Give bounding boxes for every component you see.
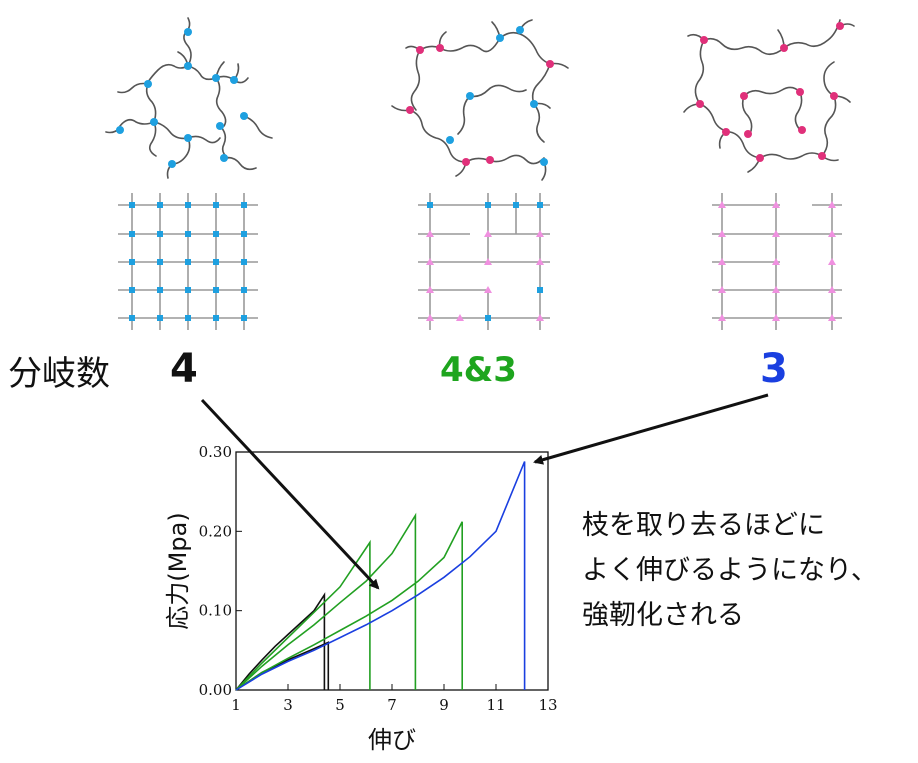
x-tick-label: 13 xyxy=(538,696,557,714)
arrow-four-to-curve xyxy=(200,398,380,590)
series-line-1 xyxy=(235,592,326,691)
x-tick-label: 5 xyxy=(335,696,345,714)
lattice-node xyxy=(185,231,191,237)
lattice-four-arm xyxy=(118,193,258,330)
lattice-node xyxy=(157,315,163,321)
series-line-4 xyxy=(235,512,417,691)
note-line-1: 枝を取り去るほどに xyxy=(582,510,825,541)
note-line-2: よく伸びるようになり、 xyxy=(582,555,878,586)
network-four-arm xyxy=(105,17,273,179)
lattice-node xyxy=(129,287,135,293)
chart-series xyxy=(235,461,526,691)
lattice-node xyxy=(185,202,191,208)
network-mixed-nodes xyxy=(406,26,554,166)
lattice-node xyxy=(129,231,135,237)
lattice-node xyxy=(213,259,219,265)
x-tick-label: 1 xyxy=(231,696,241,714)
y-tick-label: 0.00 xyxy=(199,681,232,699)
series-line-6 xyxy=(235,461,526,691)
network-diagrams xyxy=(105,17,855,330)
y-tick-label: 0.10 xyxy=(199,602,232,620)
x-tick-label: 9 xyxy=(439,696,449,714)
lattice-node xyxy=(241,315,247,321)
lattice-node xyxy=(129,259,135,265)
branch-value-mixed: 4&3 xyxy=(439,349,518,391)
x-tick-label: 3 xyxy=(283,696,293,714)
network-three-arm-nodes xyxy=(696,22,844,162)
y-axis-label: 応力(Mpa) xyxy=(164,512,192,629)
lattice-node xyxy=(213,231,219,237)
y-tick-label: 0.30 xyxy=(199,443,232,461)
lattice-node xyxy=(241,259,247,265)
branch-value-three: 3 xyxy=(759,345,789,393)
lattice-node xyxy=(185,315,191,321)
x-tick-label: 11 xyxy=(486,696,505,714)
x-tick-label: 7 xyxy=(387,696,397,714)
lattice-node xyxy=(157,287,163,293)
series-line-3 xyxy=(235,539,371,691)
lattice-three-arm-nodes xyxy=(718,201,836,321)
network-mixed xyxy=(391,19,569,181)
x-axis-label: 伸び xyxy=(368,726,416,754)
lattice-node xyxy=(129,315,135,321)
lattice-node xyxy=(157,259,163,265)
arrow-three-to-curve xyxy=(533,393,769,465)
lattice-node xyxy=(213,315,219,321)
lattice-node xyxy=(185,259,191,265)
lattice-node xyxy=(241,287,247,293)
conclusion-note: 枝を取り去るほどに よく伸びるようになり、 強靭化される xyxy=(582,503,878,638)
lattice-mixed-nodes xyxy=(426,202,544,321)
branch-number-label: 分岐数 xyxy=(8,354,110,394)
branch-value-four: 4 xyxy=(169,345,199,393)
lattice-node xyxy=(213,202,219,208)
network-four-arm-nodes xyxy=(116,28,248,168)
lattice-node xyxy=(185,287,191,293)
y-tick-label: 0.20 xyxy=(199,522,232,540)
lattice-node xyxy=(241,231,247,237)
lattice-node xyxy=(241,202,247,208)
note-line-3: 強靭化される xyxy=(582,600,744,631)
lattice-node xyxy=(157,231,163,237)
network-three-arm xyxy=(683,19,855,173)
lattice-node xyxy=(157,202,163,208)
series-line-5 xyxy=(235,521,464,691)
chart-ticks: 1 3 5 7 9 11 130.000.100.200.30 xyxy=(199,443,558,714)
lattice-node xyxy=(129,202,135,208)
lattice-node xyxy=(213,287,219,293)
